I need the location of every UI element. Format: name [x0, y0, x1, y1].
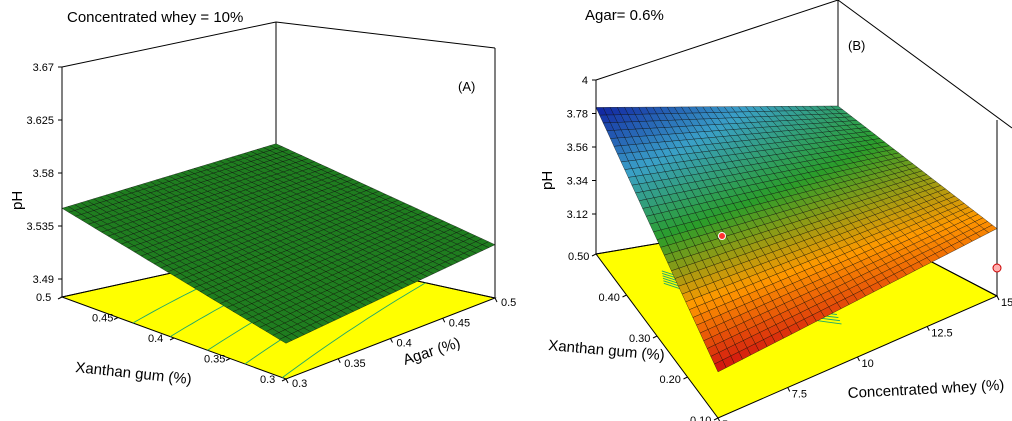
condition-label-b: Agar= 0.6%	[585, 7, 664, 24]
y-tick-label: 12.5	[931, 328, 952, 340]
x-tick-label: 0.5	[36, 292, 51, 304]
y-tick-label: 5	[722, 419, 728, 421]
surface-cell	[983, 224, 998, 234]
y-tick-label: 0.4	[397, 338, 412, 350]
x-tick-label: 0.35	[204, 354, 225, 366]
z-tick-label: 3.56	[567, 142, 588, 154]
panel-label-b: (B)	[848, 38, 865, 53]
x-tick-label: 0.10	[690, 415, 711, 421]
y-tick-mark	[390, 338, 393, 343]
x-axis-title-a: Xanthan gum (%)	[75, 359, 193, 388]
back-edge-left-b	[595, 0, 839, 81]
y-tick-label: 0.3	[292, 378, 307, 390]
y-tick-mark	[717, 417, 721, 421]
x-tick-label: 0.20	[660, 374, 681, 386]
z-tick-label: 3.535	[26, 221, 54, 233]
response-surface-b	[595, 105, 998, 373]
back-edge-left-a	[61, 21, 277, 68]
z-axis-title-b: pH	[539, 171, 556, 190]
z-tick-label: 3.67	[33, 62, 54, 74]
z-tick-label: 3.78	[567, 109, 588, 121]
ticks-b: 3.12 3.34 3.56 3.78 4 0.10 0.20 0.30 0.40 0.50 5 7.…	[567, 75, 1012, 421]
y-tick-label: 0.35	[344, 358, 365, 370]
x-tick-label: 0.30	[629, 333, 650, 345]
y-tick-mark	[285, 378, 289, 384]
z-tick-label: 3.625	[26, 115, 54, 127]
condition-label-a: Concentrated whey = 10%	[67, 9, 243, 26]
y-tick-mark	[442, 318, 446, 323]
x-tick-label: 0.3	[260, 374, 275, 386]
y-tick-label: 7.5	[792, 389, 807, 401]
z-tick-label: 4	[582, 75, 588, 87]
x-tick-mark	[113, 317, 119, 320]
x-tick-mark	[281, 378, 287, 382]
y-tick-label: 0.5	[501, 297, 516, 309]
design-point-marker	[992, 263, 1002, 273]
x-tick-mark	[169, 337, 175, 341]
y-tick-label: 0.45	[449, 317, 470, 329]
panel-label-a: (A)	[458, 79, 475, 94]
back-edge-right-a	[275, 21, 496, 49]
z-tick-label: 3.49	[33, 274, 54, 286]
z-axis-title-a: pH	[9, 191, 26, 210]
y-tick-mark	[857, 356, 860, 362]
z-tick-label: 3.12	[567, 209, 588, 221]
y-tick-mark	[926, 326, 930, 331]
design-point-marker	[718, 232, 726, 240]
y-tick-label: 15	[1001, 297, 1012, 309]
z-tick-label: 3.34	[567, 176, 588, 188]
z-tick-label: 3.58	[33, 168, 54, 180]
surface-plot-a: 3.49 3.535 3.58 3.625 3.67 0.3 0.35 0.4 0.45 0.5 0…	[9, 9, 516, 390]
x-tick-label: 0.40	[599, 292, 620, 304]
x-tick-mark	[622, 294, 627, 298]
y-tick-mark	[337, 358, 341, 363]
x-tick-mark	[683, 376, 688, 380]
x-tick-mark	[713, 417, 719, 421]
ticks-a: 3.49 3.535 3.58 3.625 3.67 0.3 0.35 0.4 0.45 0.5 0…	[26, 62, 516, 390]
contour-line	[282, 282, 426, 378]
x-tick-label: 0.50	[568, 251, 589, 263]
x-tick-mark	[57, 296, 63, 300]
surface-plot-b: 3.12 3.34 3.56 3.78 4 0.10 0.20 0.30 0.40 0.50 5 7.…	[539, 0, 1012, 421]
y-axis-title-b: Concentrated whey (%)	[847, 377, 1004, 402]
x-tick-mark	[225, 358, 231, 361]
y-tick-mark	[787, 387, 791, 392]
y-tick-label: 10	[862, 358, 874, 370]
response-surface-a	[61, 143, 496, 344]
x-tick-label: 0.4	[148, 333, 163, 345]
y-tick-mark	[996, 295, 1000, 301]
x-tick-mark	[591, 253, 597, 257]
x-tick-mark	[652, 335, 658, 339]
y-tick-mark	[494, 297, 498, 303]
x-tick-label: 0.45	[92, 313, 113, 325]
surface-cell	[481, 241, 496, 248]
back-edge-right-b	[837, 0, 1012, 129]
